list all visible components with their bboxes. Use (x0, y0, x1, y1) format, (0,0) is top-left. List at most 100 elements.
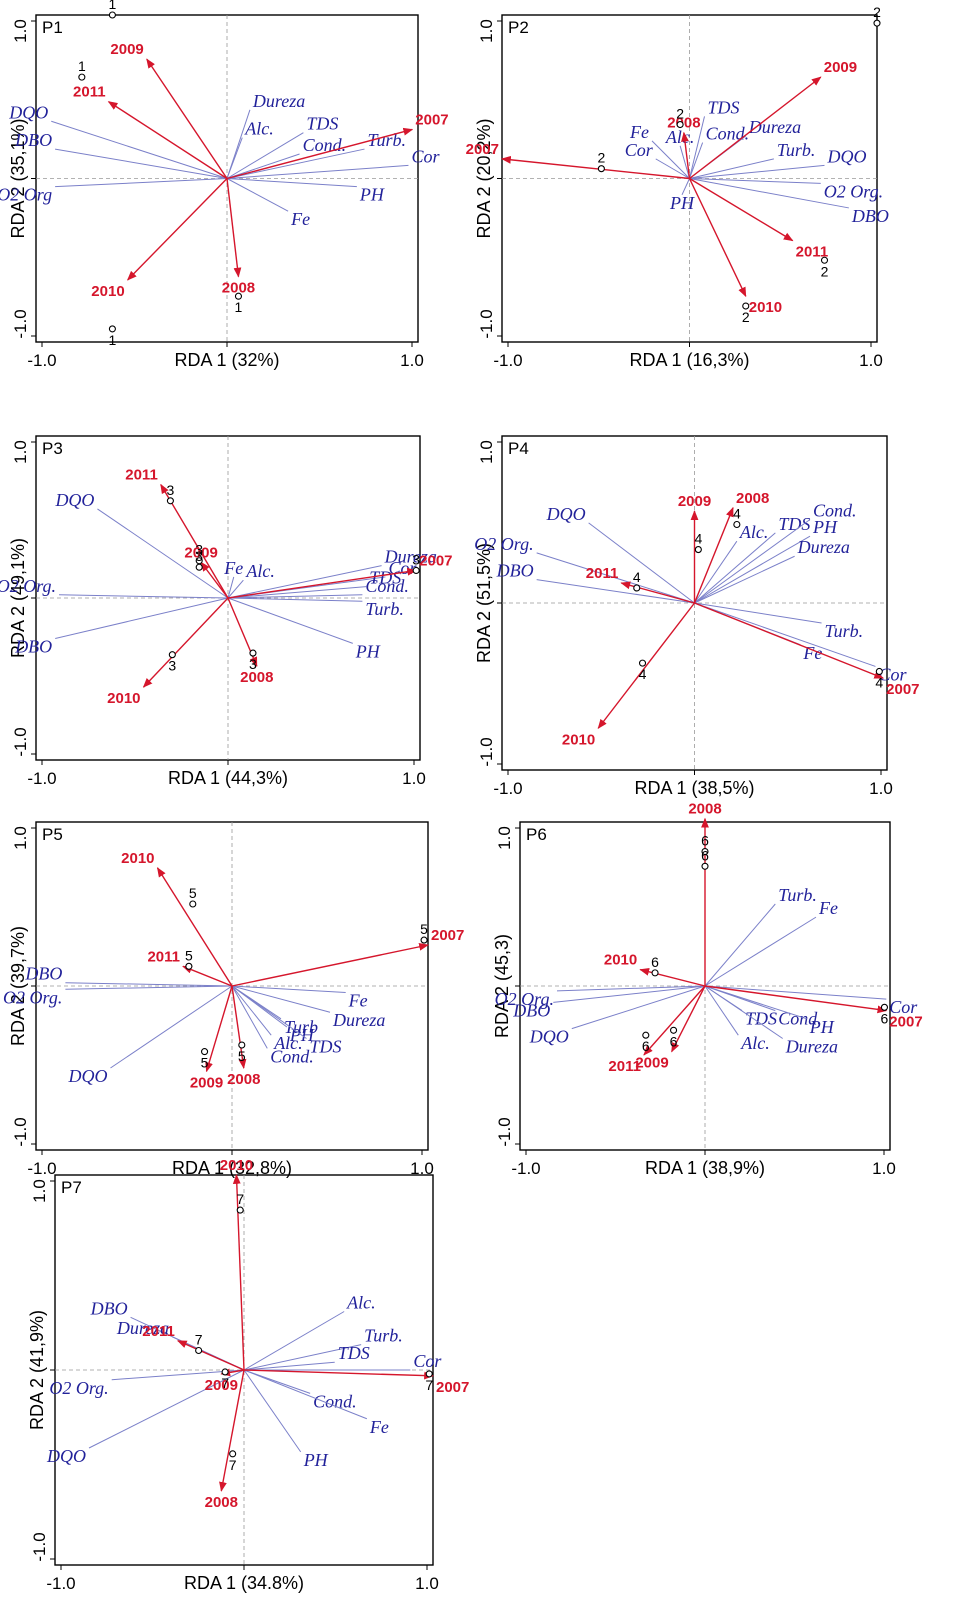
year-vector-label-2009: 2009 (824, 59, 857, 76)
y-tick-label: 1.0 (11, 440, 30, 464)
year-vector-label-2008: 2008 (736, 490, 769, 507)
x-tick-label: -1.0 (493, 779, 522, 798)
env-vector-label-cond: Cond. (706, 124, 750, 144)
year-vector-label-2010: 2010 (220, 1157, 253, 1174)
year-vector-label-2010: 2010 (91, 283, 124, 300)
env-vector-dureza (231, 985, 331, 1013)
year-vector-label-2010: 2010 (107, 690, 140, 707)
env-vector-label-dbo: DBO (90, 1298, 128, 1318)
env-vector-dbo (55, 148, 228, 179)
env-vector-cor (704, 985, 887, 1000)
env-vector-alc (226, 137, 243, 179)
env-vector-label-alc: Alc. (273, 1033, 303, 1053)
site-point (236, 1206, 244, 1214)
site-point-label: 3 (249, 656, 257, 672)
env-vector-label-ph: PH (809, 1017, 835, 1037)
env-vector-label-cond: Cond. (303, 135, 347, 155)
env-vector-fe (226, 178, 289, 212)
site-point-label: 7 (195, 1332, 203, 1348)
site-point (185, 962, 193, 970)
site-point-label: 1 (235, 299, 243, 315)
env-vector-fe (651, 140, 690, 179)
site-point-label: 2 (676, 106, 684, 122)
year-vector-label-2009: 2009 (190, 1074, 223, 1091)
rda-panel-p3: P3 -1.0 1.0 1.0 -1.0 RDA 1 (44,3%) RDA 2 (49,1… (0, 435, 453, 788)
env-vector-label-cond: Cond. (313, 1391, 357, 1411)
site-point-label: 6 (651, 954, 659, 970)
env-vector-dbo (553, 985, 706, 1003)
year-vector-2010 (142, 597, 229, 688)
y-axis-label: RDA 2 (51,5%) (474, 543, 494, 663)
year-vector-label-2007: 2007 (419, 552, 452, 569)
site-point-label: 6 (670, 1033, 678, 1049)
site-point-label: 3 (167, 482, 175, 498)
env-vector-dureza (227, 565, 382, 599)
env-vector-dqo (110, 985, 233, 1069)
x-axis-label: RDA 1 (44,3%) (168, 768, 288, 788)
year-vector-label-2010: 2010 (604, 952, 637, 969)
env-vector-dbo (689, 178, 849, 209)
env-vector-alc (694, 540, 738, 604)
env-vector-label-turb: Turb (284, 1017, 318, 1037)
panel-label: P3 (42, 439, 63, 458)
env-vector-dbo (55, 597, 229, 639)
env-vector-label-cor: Cor (889, 997, 918, 1017)
panel-label: P2 (508, 18, 529, 37)
y-axis-label: RDA 2 (20,2%) (474, 118, 494, 238)
env-vector-dqo (51, 120, 228, 179)
env-vector-label-o2-org: O2 Org. (495, 989, 554, 1009)
env-vector-tds (243, 1361, 335, 1371)
year-vector-2011 (689, 177, 794, 242)
year-vector-label-2009: 2009 (678, 493, 711, 510)
site-point-label: 7 (221, 1375, 229, 1391)
env-vector-ph (704, 985, 807, 1020)
env-vector-label-tds: TDS (309, 1036, 341, 1056)
env-vector-fe (704, 916, 817, 987)
site-point-label: 5 (189, 885, 197, 901)
env-vector-label-alc: Alc. (739, 522, 769, 542)
x-axis-label: RDA 1 (16,3%) (629, 350, 749, 370)
year-vector-label-2008: 2008 (667, 115, 700, 132)
env-vector-ph (226, 178, 357, 188)
env-vector-ph (227, 597, 353, 644)
env-vector-label-o2-org: O2 Org. (0, 576, 56, 596)
year-vector-label-2009: 2009 (110, 41, 143, 58)
env-vector-label-alc: Alc. (245, 561, 274, 581)
year-vector-2008 (693, 506, 734, 604)
site-point-label: 4 (875, 674, 883, 690)
env-vector-label-fe: Fe (290, 209, 310, 229)
env-vector-label-turb: Turb. (825, 621, 864, 641)
year-vector-label-2010: 2010 (121, 850, 154, 867)
rda-panel-p5: P5 -1.0 1.0 1.0 -1.0 RDA 1 (32,8%) RDA 2 (39,7… (3, 821, 464, 1178)
site-point (166, 497, 174, 505)
env-vector-label-dbo: DBO (512, 1000, 550, 1020)
y-tick-label: 1.0 (477, 19, 496, 43)
year-vector-2011 (107, 101, 228, 180)
x-tick-label: 1.0 (872, 1159, 896, 1178)
site-point-label: 4 (639, 666, 647, 682)
site-point-label: 4 (733, 506, 741, 522)
site-point-label: 4 (694, 531, 702, 547)
rda-panel-p4: P4 -1.0 1.0 1.0 -1.0 RDA 1 (38,5%) RDA 2 (51,5… (474, 435, 920, 798)
site-point (238, 1041, 246, 1049)
year-vector-2007 (694, 602, 885, 679)
site-point (642, 1031, 650, 1039)
env-vector-label-fe: Fe (818, 898, 838, 918)
env-vector-tds (226, 132, 304, 179)
y-tick-label: 1.0 (495, 826, 514, 850)
year-vector-2010 (232, 1174, 245, 1371)
env-vector-dureza (694, 555, 795, 604)
env-vector-label-cor: Cor (413, 1351, 442, 1371)
y-tick-label: 1.0 (30, 1179, 49, 1203)
year-vector-2011 (176, 1340, 245, 1371)
panel-label: P4 (508, 439, 529, 458)
env-vector-label-dureza: Dureza (384, 547, 437, 567)
site-point (168, 651, 176, 659)
env-vector-label-ph: PH (303, 1450, 329, 1470)
env-vector-alc (704, 985, 739, 1036)
site-point (875, 667, 883, 676)
year-vector-label-2009: 2009 (205, 1377, 238, 1394)
x-tick-label: -1.0 (27, 351, 56, 370)
env-vector-label-dbo: DBO (24, 964, 62, 984)
year-vector-label-2011: 2011 (586, 565, 619, 582)
